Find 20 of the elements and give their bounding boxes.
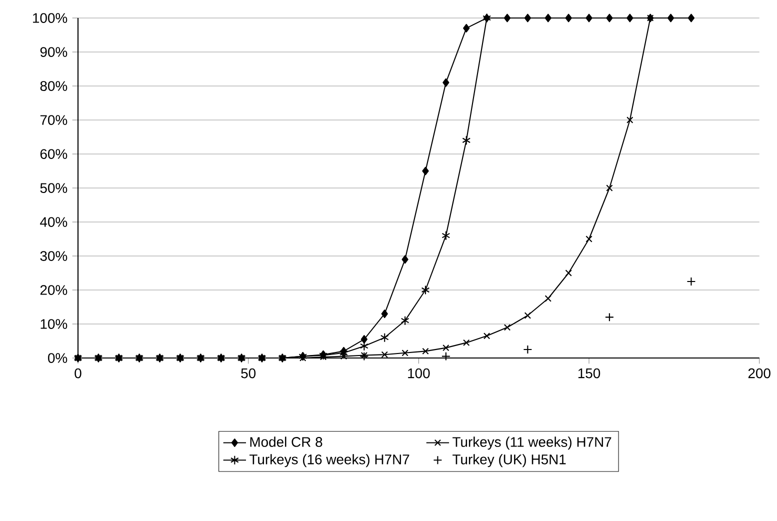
legend-label: Model CR 8 bbox=[250, 436, 322, 447]
x-tick-label: 150 bbox=[578, 368, 600, 378]
y-tick-label: 60% bbox=[40, 149, 68, 159]
x-tick-label: 200 bbox=[748, 368, 770, 378]
y-tick-label: 100% bbox=[33, 13, 68, 23]
y-tick-label: 80% bbox=[40, 81, 68, 91]
y-tick-label: 20% bbox=[40, 285, 68, 295]
x-tick-label: 0 bbox=[74, 368, 82, 378]
y-tick-label: 50% bbox=[40, 183, 68, 193]
legend-label: Turkeys (11 weeks) H7N7 bbox=[452, 436, 612, 450]
y-tick-label: 30% bbox=[40, 251, 68, 261]
legend-label: Turkey (UK) H5N1 bbox=[452, 454, 566, 468]
y-tick-label: 70% bbox=[40, 115, 68, 125]
y-tick-label: 10% bbox=[40, 319, 68, 329]
x-tick-label: 50 bbox=[241, 368, 256, 378]
y-tick-label: 90% bbox=[40, 47, 68, 57]
x-tick-label: 100 bbox=[408, 368, 430, 378]
legend-label: Turkeys (16 weeks) H7N7 bbox=[249, 454, 410, 468]
y-tick-label: 40% bbox=[40, 217, 68, 227]
y-tick-label: 0% bbox=[48, 353, 68, 363]
